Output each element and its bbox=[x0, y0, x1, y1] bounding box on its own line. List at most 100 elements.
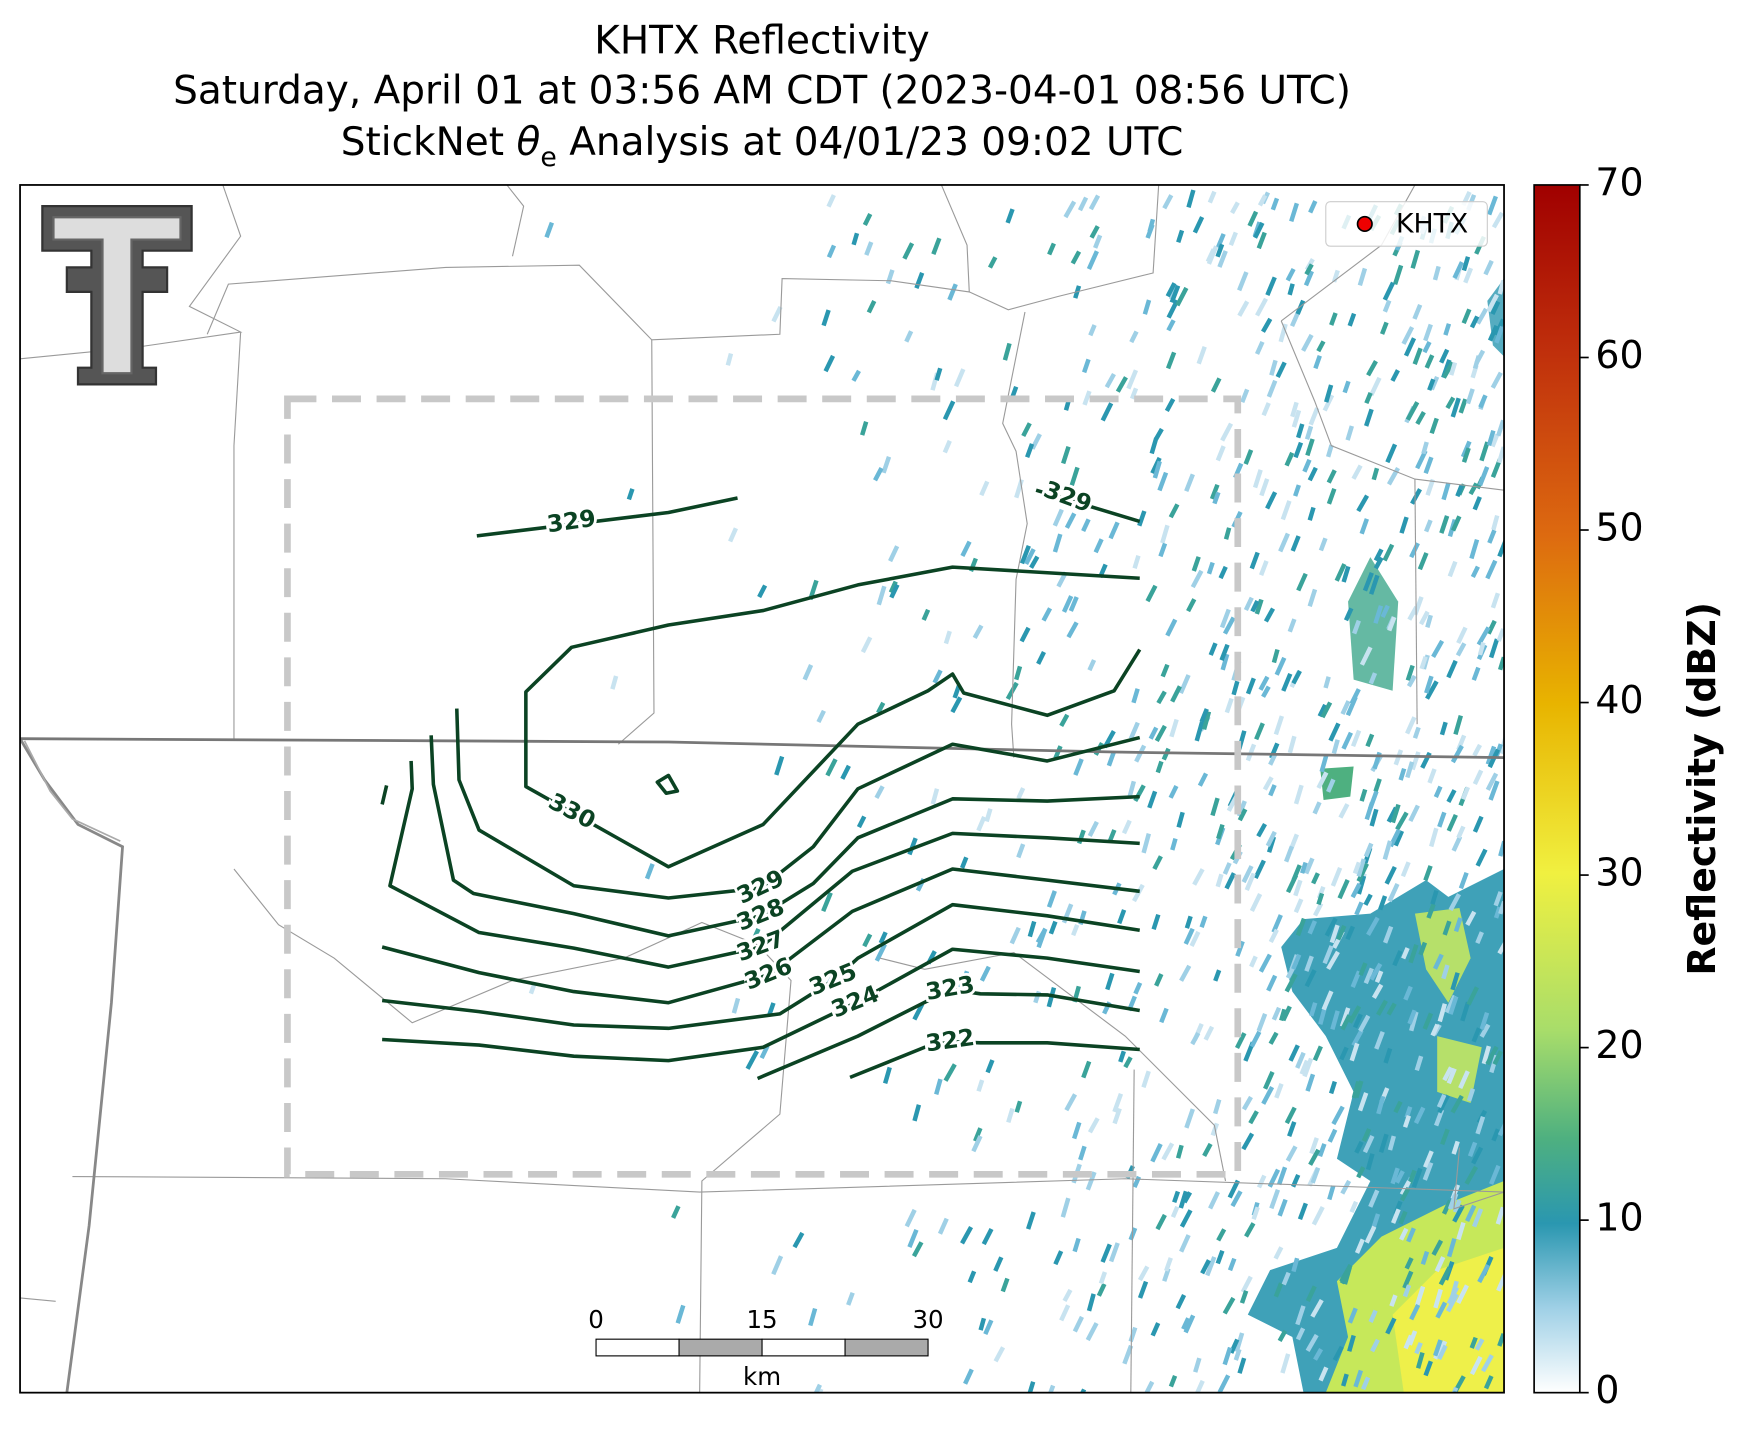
radar-speckle bbox=[1356, 862, 1369, 883]
radar-speckle bbox=[1308, 200, 1318, 214]
radar-speckle bbox=[1324, 384, 1334, 403]
radar-speckle bbox=[1369, 574, 1380, 595]
colorbar-tick-label: 10 bbox=[1595, 1196, 1643, 1240]
radar-speckle bbox=[1263, 607, 1276, 623]
radar-speckle bbox=[1437, 1003, 1447, 1023]
radar-speckle bbox=[745, 1050, 759, 1070]
radar-speckle bbox=[1201, 711, 1212, 731]
radar-speckle bbox=[1433, 785, 1443, 798]
radar-speckle bbox=[1452, 261, 1464, 280]
radar-speckle bbox=[1224, 697, 1234, 714]
radar-speckle bbox=[1450, 972, 1460, 991]
radar-speckle bbox=[1369, 808, 1379, 827]
radar-speckle bbox=[1154, 427, 1164, 441]
radar-speckle bbox=[1354, 1238, 1365, 1254]
radar-speckle bbox=[808, 579, 819, 601]
radar-speckle bbox=[1475, 848, 1488, 867]
radar-speckle bbox=[1453, 917, 1463, 933]
radar-speckle bbox=[876, 585, 887, 606]
radar-speckle bbox=[1471, 1146, 1484, 1165]
radar-speckle bbox=[1412, 347, 1423, 365]
radar-speckle bbox=[1497, 941, 1505, 955]
radar-speckle bbox=[1339, 1007, 1351, 1028]
radar-speckle bbox=[802, 664, 814, 681]
radar-speckle bbox=[1317, 703, 1328, 718]
radar-speckle bbox=[1210, 377, 1222, 393]
radar-speckle bbox=[1215, 243, 1225, 258]
radar-speckle bbox=[1070, 250, 1082, 265]
radar-speckle bbox=[1485, 1045, 1499, 1066]
radar-speckle bbox=[1371, 467, 1380, 481]
radar-speckle bbox=[1411, 1167, 1423, 1188]
radar-speckle bbox=[1104, 373, 1116, 389]
radar-speckle bbox=[1266, 836, 1277, 853]
radar-speckle bbox=[1308, 1148, 1321, 1166]
radar-speckle bbox=[1467, 1141, 1478, 1158]
radar-speckle bbox=[1228, 231, 1238, 246]
radar-speckle bbox=[1359, 788, 1368, 802]
radar-speckle bbox=[1387, 883, 1400, 903]
radar-speckle bbox=[1362, 572, 1374, 592]
radar-speckle bbox=[1064, 1093, 1078, 1112]
radar-speckle bbox=[1423, 456, 1434, 475]
radar-speckle bbox=[1312, 801, 1322, 815]
radar-speckle bbox=[1078, 1145, 1087, 1161]
radar-speckle bbox=[1219, 643, 1230, 662]
radar-speckle bbox=[1442, 920, 1452, 936]
radar-speckle bbox=[1490, 433, 1500, 448]
radar-speckle bbox=[1169, 284, 1181, 304]
radar-speckle bbox=[1456, 825, 1466, 839]
radar-speckle bbox=[1420, 751, 1432, 769]
radar-speckle bbox=[1409, 1011, 1419, 1032]
radar-speckle bbox=[1496, 1272, 1505, 1292]
radar-speckle bbox=[1485, 745, 1497, 765]
radar-speckle bbox=[1325, 444, 1334, 458]
radar-speckle bbox=[1390, 803, 1401, 824]
radar-speckle bbox=[1190, 569, 1204, 589]
radar-speckle bbox=[1343, 607, 1354, 622]
subtitle-text: StickNet bbox=[341, 120, 504, 165]
radar-speckle bbox=[1414, 1055, 1424, 1072]
radar-speckle bbox=[1383, 925, 1394, 944]
radar-speckle bbox=[1367, 790, 1379, 810]
radar-speckle bbox=[1469, 1355, 1483, 1376]
radar-speckle bbox=[1393, 1100, 1403, 1114]
radar-speckle bbox=[1273, 1246, 1284, 1260]
radar-speckle bbox=[1364, 1225, 1377, 1244]
radar-speckle bbox=[1477, 641, 1486, 656]
radar-speckle bbox=[1408, 804, 1420, 823]
radar-speckle bbox=[979, 480, 990, 497]
radar-speckle bbox=[1373, 778, 1382, 793]
radar-speckle bbox=[1446, 789, 1457, 803]
radar-speckle bbox=[1366, 916, 1380, 936]
radar-speckle bbox=[1358, 1014, 1371, 1033]
radar-speckle bbox=[1181, 1317, 1191, 1331]
radar-speckle bbox=[1305, 1285, 1317, 1303]
radar-speckle bbox=[1354, 1080, 1364, 1099]
radar-speckle bbox=[1327, 1185, 1336, 1201]
radar-speckle bbox=[1305, 1333, 1319, 1352]
radar-speckle bbox=[1408, 944, 1419, 964]
radar-speckle bbox=[1087, 820, 1099, 838]
radar-speckle bbox=[1137, 1265, 1150, 1282]
radar-speckle bbox=[1340, 700, 1351, 716]
radar-speckle bbox=[1307, 466, 1318, 482]
radar-speckle bbox=[1339, 1271, 1350, 1285]
radar-speckle bbox=[1086, 1293, 1096, 1312]
radar-speckle bbox=[1395, 811, 1409, 831]
radar-speckle bbox=[1215, 1249, 1225, 1265]
radar-speckle bbox=[846, 1292, 855, 1306]
radar-speckle bbox=[1341, 1373, 1349, 1387]
radar-speckle bbox=[1241, 1132, 1255, 1151]
radar-speckle bbox=[1317, 1143, 1327, 1157]
radar-speckle bbox=[1019, 544, 1031, 565]
radar-speckle bbox=[1316, 340, 1326, 353]
radar-speckle bbox=[1442, 1066, 1454, 1082]
radar-speckle bbox=[1164, 1257, 1173, 1272]
radar-speckle bbox=[1141, 833, 1151, 854]
radar-speckle bbox=[1345, 925, 1355, 941]
radar-speckle bbox=[1019, 626, 1031, 643]
radar-speckle bbox=[934, 367, 943, 381]
radar-speckle bbox=[1150, 1143, 1163, 1163]
